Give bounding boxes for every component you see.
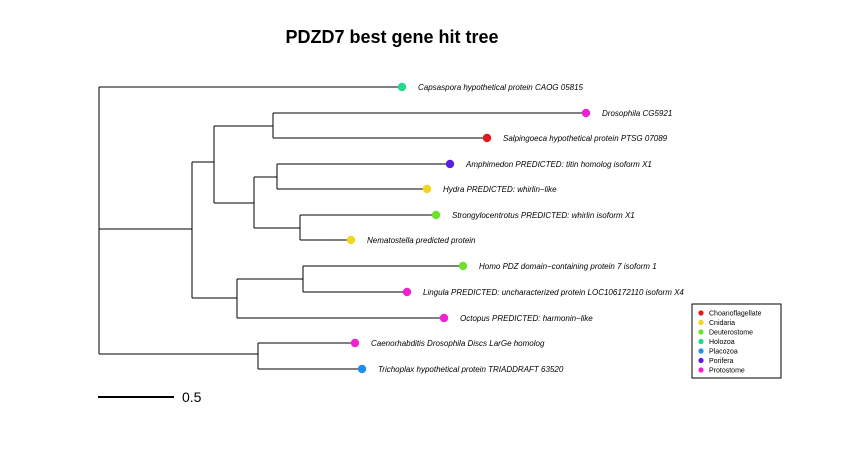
tip-marker: [402, 287, 412, 297]
leaf-label: Trichoplax hypothetical protein TRIADDRA…: [378, 365, 564, 374]
leaf-label: Hydra PREDICTED: whirlin−like: [443, 185, 557, 194]
legend-swatch: [698, 367, 704, 373]
tip-marker: [445, 159, 455, 169]
legend-label: Porifera: [709, 358, 734, 365]
legend-label: Choanoflagellate: [709, 311, 762, 318]
legend-label: Placozoa: [709, 349, 738, 356]
scale-bar: 0.5: [98, 389, 202, 405]
legend-swatch: [698, 357, 704, 364]
legend-box: [691, 303, 782, 379]
legend-label: Deuterostome: [709, 330, 753, 337]
legend-label: Holozoa: [709, 339, 735, 346]
tip-marker: [458, 261, 468, 271]
leaf-label: Caenorhabditis Drosophila Discs LarGe ho…: [371, 339, 545, 348]
tip-marker: [431, 210, 441, 220]
tip-marker: [397, 82, 407, 92]
tree-leaf-labels: Capsaspora hypothetical protein CAOG 058…: [367, 83, 684, 374]
tree-title: PDZD7 best gene hit tree: [285, 27, 498, 47]
legend-swatch: [698, 329, 704, 335]
scale-bar-label: 0.5: [182, 389, 202, 405]
legend-label: Protostome: [709, 368, 745, 375]
leaf-label: Strongylocentrotus PREDICTED: whirlin is…: [452, 211, 635, 220]
tip-marker: [346, 235, 356, 245]
tip-marker: [350, 338, 360, 348]
tree-branches: [98, 86, 586, 370]
leaf-label: Lingula PREDICTED: uncharacterized prote…: [423, 288, 684, 297]
leaf-label: Nematostella predicted protein: [367, 236, 476, 245]
leaf-label: Salpingoeca hypothetical protein PTSG 07…: [503, 134, 668, 143]
legend-swatch: [698, 348, 704, 354]
tip-marker: [482, 133, 492, 143]
leaf-label: Capsaspora hypothetical protein CAOG 058…: [418, 83, 584, 92]
legend: Choanoflagellate Cnidaria Deuterostome Holo…: [691, 303, 782, 379]
tree-tips: [346, 82, 591, 374]
leaf-label: Amphimedon PREDICTED: titin homolog isof…: [465, 160, 652, 169]
tip-marker: [439, 313, 449, 323]
tip-marker: [422, 184, 432, 194]
legend-label: Cnidaria: [709, 320, 735, 327]
legend-swatch: [698, 319, 704, 326]
legend-swatch: [698, 310, 704, 316]
tip-marker: [581, 108, 591, 118]
leaf-label: Octopus PREDICTED: harmonin−like: [460, 314, 593, 323]
leaf-label: Drosophila CG5921: [602, 109, 672, 118]
tip-marker: [357, 364, 367, 374]
leaf-label: Homo PDZ domain−containing protein 7 iso…: [479, 262, 657, 271]
legend-swatch: [698, 338, 704, 345]
